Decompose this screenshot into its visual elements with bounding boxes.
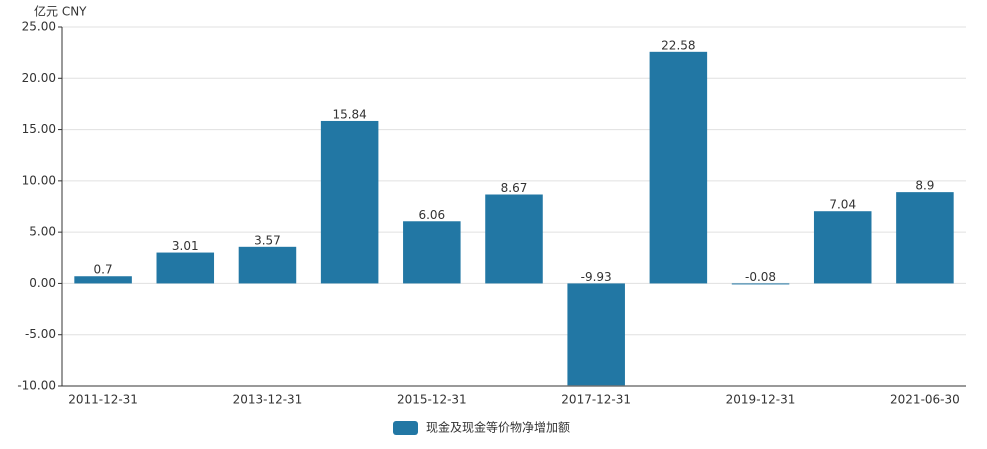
bar — [649, 51, 708, 284]
x-tick-label: 2019-12-31 — [726, 393, 796, 407]
y-tick-label: 25.00 — [22, 20, 56, 34]
data-label: 6.06 — [418, 208, 445, 222]
y-axis-unit: 亿元 CNY — [34, 4, 87, 19]
y-tick-label: -5.00 — [25, 327, 56, 341]
x-tick-label: 2013-12-31 — [233, 393, 303, 407]
data-label: 3.01 — [172, 239, 199, 253]
y-tick-label: 10.00 — [22, 173, 56, 187]
bar — [485, 194, 543, 284]
y-tick-label: 15.00 — [22, 122, 56, 136]
bar — [813, 211, 872, 284]
y-tick-label: -10.00 — [17, 379, 56, 393]
data-label: 3.57 — [254, 233, 281, 247]
bar — [320, 120, 379, 284]
y-tick-label: 0.00 — [29, 276, 56, 290]
data-label: -0.08 — [745, 270, 776, 284]
bar — [238, 246, 297, 284]
data-label: 7.04 — [829, 198, 856, 212]
x-tick-label: 2011-12-31 — [68, 393, 138, 407]
data-label: 22.58 — [661, 38, 695, 52]
data-label: 8.67 — [501, 181, 528, 195]
legend-swatch — [393, 421, 418, 435]
x-tick-label: 2021-06-30 — [890, 393, 960, 407]
bar — [567, 283, 625, 386]
legend-label: 现金及现金等价物净增加额 — [426, 420, 570, 435]
data-label: 15.84 — [332, 107, 366, 121]
bar — [74, 276, 132, 284]
bar — [731, 283, 790, 285]
bar — [896, 192, 954, 284]
y-tick-label: 5.00 — [29, 225, 56, 239]
x-tick-label: 2015-12-31 — [397, 393, 467, 407]
bar — [403, 221, 461, 284]
data-label: -9.93 — [581, 270, 612, 284]
bar — [156, 252, 215, 284]
x-tick-label: 2017-12-31 — [561, 393, 631, 407]
y-tick-label: 20.00 — [22, 71, 56, 85]
data-label: 8.9 — [915, 179, 934, 193]
data-label: 0.7 — [94, 263, 113, 277]
